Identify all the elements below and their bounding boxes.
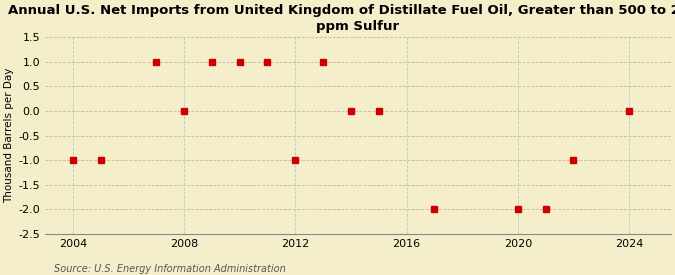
Y-axis label: Thousand Barrels per Day: Thousand Barrels per Day	[4, 68, 14, 203]
Title: Annual U.S. Net Imports from United Kingdom of Distillate Fuel Oil, Greater than: Annual U.S. Net Imports from United King…	[8, 4, 675, 33]
Text: Source: U.S. Energy Information Administration: Source: U.S. Energy Information Administ…	[54, 264, 286, 274]
